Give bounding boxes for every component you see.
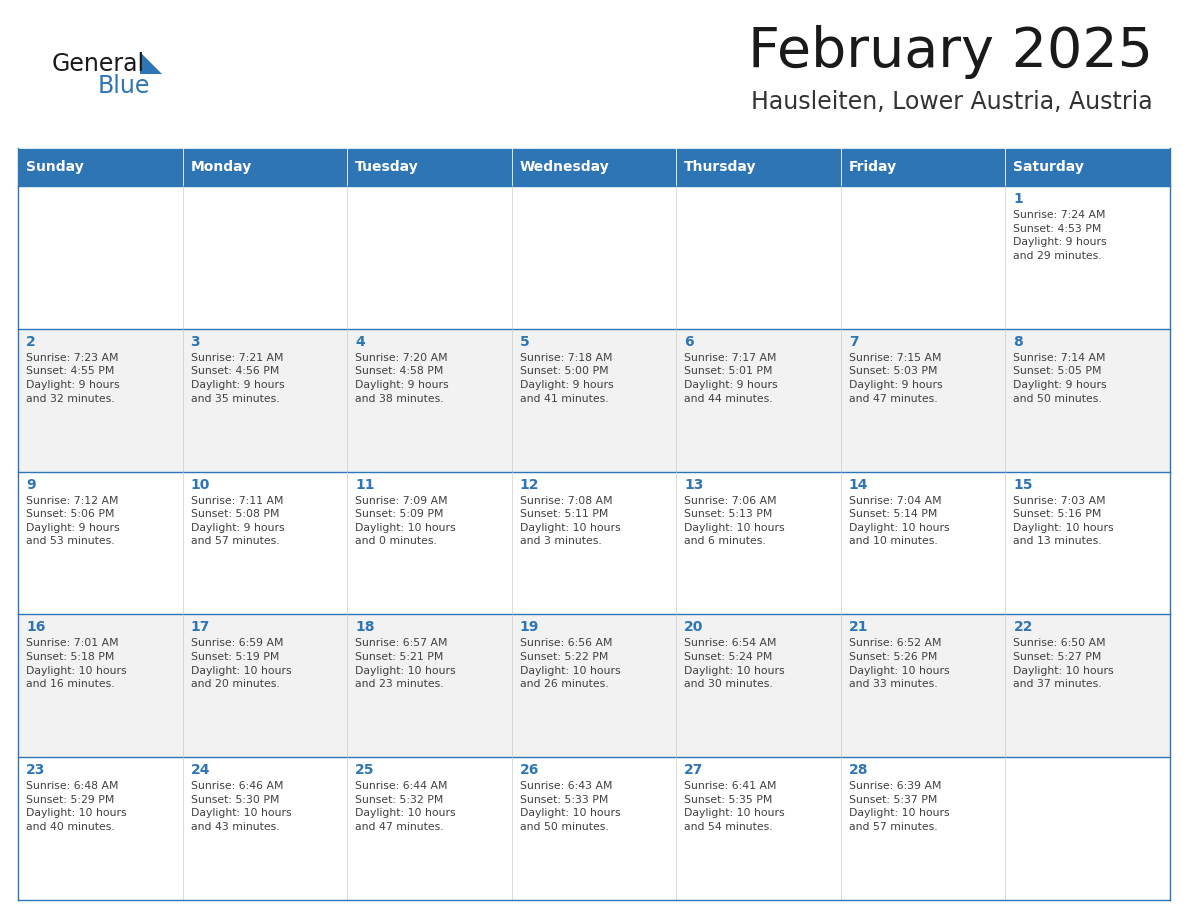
Bar [183,148,347,186]
Text: 17: 17 [190,621,210,634]
Text: Sunrise: 6:57 AM
Sunset: 5:21 PM
Daylight: 10 hours
and 23 minutes.: Sunrise: 6:57 AM Sunset: 5:21 PM Dayligh… [355,638,456,689]
Text: Sunrise: 6:50 AM
Sunset: 5:27 PM
Daylight: 10 hours
and 37 minutes.: Sunrise: 6:50 AM Sunset: 5:27 PM Dayligh… [1013,638,1114,689]
Text: 27: 27 [684,763,703,778]
Text: Sunrise: 7:24 AM
Sunset: 4:53 PM
Daylight: 9 hours
and 29 minutes.: Sunrise: 7:24 AM Sunset: 4:53 PM Dayligh… [1013,210,1107,261]
Text: 28: 28 [849,763,868,778]
Bar [841,148,1005,186]
Text: Sunrise: 7:21 AM
Sunset: 4:56 PM
Daylight: 9 hours
and 35 minutes.: Sunrise: 7:21 AM Sunset: 4:56 PM Dayligh… [190,353,284,404]
Text: 11: 11 [355,477,374,492]
Text: Sunrise: 7:17 AM
Sunset: 5:01 PM
Daylight: 9 hours
and 44 minutes.: Sunrise: 7:17 AM Sunset: 5:01 PM Dayligh… [684,353,778,404]
Text: 12: 12 [519,477,539,492]
Text: Sunrise: 7:23 AM
Sunset: 4:55 PM
Daylight: 9 hours
and 32 minutes.: Sunrise: 7:23 AM Sunset: 4:55 PM Dayligh… [26,353,120,404]
Bar [18,329,1170,472]
Bar [18,614,1170,757]
Text: Thursday: Thursday [684,160,757,174]
Text: 13: 13 [684,477,703,492]
Text: Sunrise: 6:59 AM
Sunset: 5:19 PM
Daylight: 10 hours
and 20 minutes.: Sunrise: 6:59 AM Sunset: 5:19 PM Dayligh… [190,638,291,689]
Text: 2: 2 [26,335,36,349]
Text: Sunrise: 7:03 AM
Sunset: 5:16 PM
Daylight: 10 hours
and 13 minutes.: Sunrise: 7:03 AM Sunset: 5:16 PM Dayligh… [1013,496,1114,546]
Text: 9: 9 [26,477,36,492]
Text: 26: 26 [519,763,539,778]
Text: Sunrise: 6:54 AM
Sunset: 5:24 PM
Daylight: 10 hours
and 30 minutes.: Sunrise: 6:54 AM Sunset: 5:24 PM Dayligh… [684,638,785,689]
Text: Hausleiten, Lower Austria, Austria: Hausleiten, Lower Austria, Austria [751,90,1154,114]
Text: Sunrise: 7:11 AM
Sunset: 5:08 PM
Daylight: 9 hours
and 57 minutes.: Sunrise: 7:11 AM Sunset: 5:08 PM Dayligh… [190,496,284,546]
Text: Sunrise: 7:12 AM
Sunset: 5:06 PM
Daylight: 9 hours
and 53 minutes.: Sunrise: 7:12 AM Sunset: 5:06 PM Dayligh… [26,496,120,546]
Text: Sunrise: 6:41 AM
Sunset: 5:35 PM
Daylight: 10 hours
and 54 minutes.: Sunrise: 6:41 AM Sunset: 5:35 PM Dayligh… [684,781,785,832]
Text: 23: 23 [26,763,45,778]
Text: Saturday: Saturday [1013,160,1085,174]
Text: Tuesday: Tuesday [355,160,419,174]
Text: 7: 7 [849,335,859,349]
Text: Wednesday: Wednesday [519,160,609,174]
Text: 16: 16 [26,621,45,634]
Bar [347,148,512,186]
Text: 19: 19 [519,621,539,634]
Text: Blue: Blue [97,74,151,98]
Text: Sunrise: 6:56 AM
Sunset: 5:22 PM
Daylight: 10 hours
and 26 minutes.: Sunrise: 6:56 AM Sunset: 5:22 PM Dayligh… [519,638,620,689]
Text: 25: 25 [355,763,374,778]
Text: February 2025: February 2025 [748,25,1154,79]
Text: Sunrise: 7:06 AM
Sunset: 5:13 PM
Daylight: 10 hours
and 6 minutes.: Sunrise: 7:06 AM Sunset: 5:13 PM Dayligh… [684,496,785,546]
Text: Friday: Friday [849,160,897,174]
Text: 5: 5 [519,335,530,349]
Text: 6: 6 [684,335,694,349]
Bar [676,148,841,186]
Text: Sunrise: 6:46 AM
Sunset: 5:30 PM
Daylight: 10 hours
and 43 minutes.: Sunrise: 6:46 AM Sunset: 5:30 PM Dayligh… [190,781,291,832]
Text: Sunrise: 7:15 AM
Sunset: 5:03 PM
Daylight: 9 hours
and 47 minutes.: Sunrise: 7:15 AM Sunset: 5:03 PM Dayligh… [849,353,942,404]
Text: 4: 4 [355,335,365,349]
Text: Sunrise: 7:01 AM
Sunset: 5:18 PM
Daylight: 10 hours
and 16 minutes.: Sunrise: 7:01 AM Sunset: 5:18 PM Dayligh… [26,638,127,689]
Text: Sunrise: 6:39 AM
Sunset: 5:37 PM
Daylight: 10 hours
and 57 minutes.: Sunrise: 6:39 AM Sunset: 5:37 PM Dayligh… [849,781,949,832]
Text: Sunrise: 7:04 AM
Sunset: 5:14 PM
Daylight: 10 hours
and 10 minutes.: Sunrise: 7:04 AM Sunset: 5:14 PM Dayligh… [849,496,949,546]
Text: 1: 1 [1013,192,1023,206]
Text: Sunrise: 6:43 AM
Sunset: 5:33 PM
Daylight: 10 hours
and 50 minutes.: Sunrise: 6:43 AM Sunset: 5:33 PM Dayligh… [519,781,620,832]
Bar [18,186,1170,329]
Text: Sunrise: 7:09 AM
Sunset: 5:09 PM
Daylight: 10 hours
and 0 minutes.: Sunrise: 7:09 AM Sunset: 5:09 PM Dayligh… [355,496,456,546]
Bar [18,472,1170,614]
Text: Monday: Monday [190,160,252,174]
Text: 20: 20 [684,621,703,634]
Bar [18,757,1170,900]
Text: 10: 10 [190,477,210,492]
Bar [18,148,183,186]
Polygon shape [140,52,162,74]
Text: 24: 24 [190,763,210,778]
Text: Sunrise: 6:48 AM
Sunset: 5:29 PM
Daylight: 10 hours
and 40 minutes.: Sunrise: 6:48 AM Sunset: 5:29 PM Dayligh… [26,781,127,832]
Text: Sunrise: 7:20 AM
Sunset: 4:58 PM
Daylight: 9 hours
and 38 minutes.: Sunrise: 7:20 AM Sunset: 4:58 PM Dayligh… [355,353,449,404]
Text: 8: 8 [1013,335,1023,349]
Text: 14: 14 [849,477,868,492]
Text: 3: 3 [190,335,201,349]
Text: 22: 22 [1013,621,1032,634]
Bar [1005,148,1170,186]
Text: Sunday: Sunday [26,160,83,174]
Text: Sunrise: 6:44 AM
Sunset: 5:32 PM
Daylight: 10 hours
and 47 minutes.: Sunrise: 6:44 AM Sunset: 5:32 PM Dayligh… [355,781,456,832]
Text: General: General [52,52,145,76]
Text: 18: 18 [355,621,374,634]
Text: Sunrise: 7:18 AM
Sunset: 5:00 PM
Daylight: 9 hours
and 41 minutes.: Sunrise: 7:18 AM Sunset: 5:00 PM Dayligh… [519,353,613,404]
Text: Sunrise: 7:14 AM
Sunset: 5:05 PM
Daylight: 9 hours
and 50 minutes.: Sunrise: 7:14 AM Sunset: 5:05 PM Dayligh… [1013,353,1107,404]
Text: 21: 21 [849,621,868,634]
Bar [512,148,676,186]
Text: Sunrise: 6:52 AM
Sunset: 5:26 PM
Daylight: 10 hours
and 33 minutes.: Sunrise: 6:52 AM Sunset: 5:26 PM Dayligh… [849,638,949,689]
Text: Sunrise: 7:08 AM
Sunset: 5:11 PM
Daylight: 10 hours
and 3 minutes.: Sunrise: 7:08 AM Sunset: 5:11 PM Dayligh… [519,496,620,546]
Text: 15: 15 [1013,477,1032,492]
